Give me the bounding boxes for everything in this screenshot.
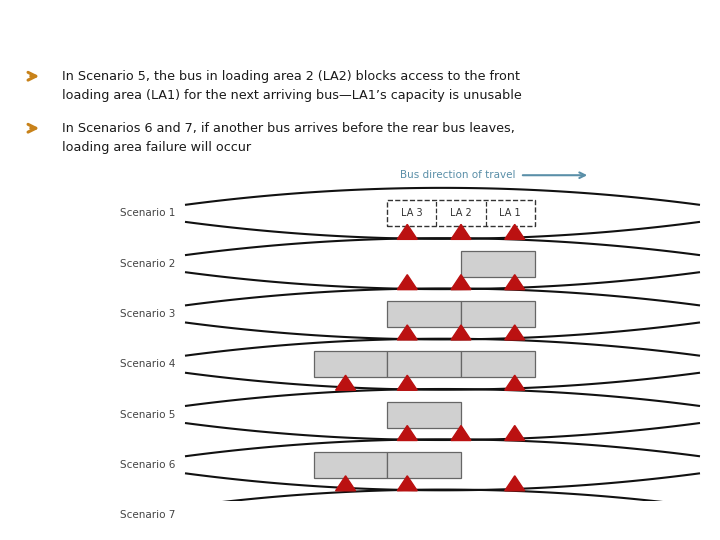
Text: Scenario 5: Scenario 5 (120, 409, 175, 420)
Polygon shape (397, 325, 418, 340)
Polygon shape (505, 325, 525, 340)
Polygon shape (336, 375, 356, 390)
Polygon shape (505, 275, 525, 289)
Polygon shape (451, 275, 471, 289)
Bar (387, 351, 461, 377)
Text: Stopping Patterns at Linear Loading Areas: Stopping Patterns at Linear Loading Area… (16, 17, 518, 37)
Bar (387, 452, 461, 478)
Bar (314, 351, 387, 377)
Polygon shape (505, 476, 525, 491)
Bar (387, 301, 461, 327)
Text: Scenario 2: Scenario 2 (120, 259, 175, 268)
Polygon shape (397, 375, 418, 390)
Bar (461, 251, 535, 276)
Text: Scenario 4: Scenario 4 (120, 359, 175, 369)
Bar (461, 301, 535, 327)
Polygon shape (451, 224, 471, 239)
Text: LA 3: LA 3 (401, 208, 423, 218)
Polygon shape (505, 426, 525, 441)
Polygon shape (451, 325, 471, 340)
Text: Bus direction of travel: Bus direction of travel (400, 170, 516, 180)
Bar (314, 502, 387, 528)
Polygon shape (451, 426, 471, 441)
Text: In Scenarios 6 and 7, if another bus arrives before the rear bus leaves,
loading: In Scenarios 6 and 7, if another bus arr… (62, 122, 515, 154)
Text: Scenario 6: Scenario 6 (120, 460, 175, 470)
Polygon shape (505, 526, 525, 540)
Text: Scenario 7: Scenario 7 (120, 510, 175, 520)
Polygon shape (397, 275, 418, 289)
Bar (387, 200, 535, 226)
Bar (461, 351, 535, 377)
Bar (387, 402, 461, 428)
Polygon shape (505, 375, 525, 390)
Polygon shape (336, 476, 356, 491)
Text: LA 1: LA 1 (499, 208, 521, 218)
Polygon shape (336, 526, 356, 540)
Polygon shape (397, 426, 418, 441)
Polygon shape (397, 526, 418, 540)
Bar (314, 452, 387, 478)
Text: Scenario 1: Scenario 1 (120, 208, 175, 218)
Text: LA 2: LA 2 (450, 208, 472, 218)
Polygon shape (397, 476, 418, 491)
Text: Scenario 3: Scenario 3 (120, 309, 175, 319)
Text: Transit Capacity & Quality of Service Manual, 3rd Edition: Transit Capacity & Quality of Service Ma… (16, 516, 392, 529)
Polygon shape (505, 224, 525, 239)
Text: In Scenario 5, the bus in loading area 2 (LA2) blocks access to the front
loadin: In Scenario 5, the bus in loading area 2… (62, 70, 522, 102)
Polygon shape (397, 224, 418, 239)
